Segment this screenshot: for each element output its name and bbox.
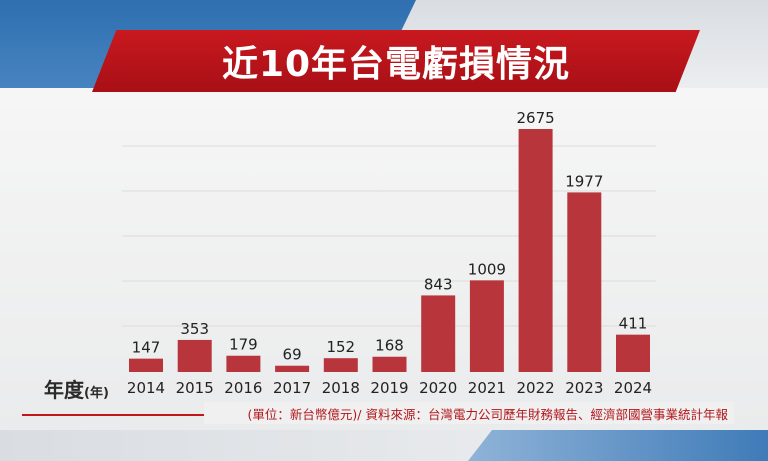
x-tick-2018: 2018: [322, 379, 360, 397]
value-labels: 147 353 179 69 152 168 843 1009 2675 1977 411: [132, 109, 648, 364]
value-label-2014: 147: [132, 339, 161, 357]
source-note: (單位：新台幣億元)/ 資料來源：台灣電力公司歷年財務報告、經濟部國營事業統計年…: [247, 407, 728, 422]
bar-2023: [567, 192, 602, 372]
x-tick-2021: 2021: [468, 379, 506, 397]
value-label-2017: 69: [283, 346, 302, 364]
bar-2021: [469, 280, 504, 372]
x-tick-2024: 2024: [614, 379, 652, 397]
bar-2017: [275, 365, 310, 372]
x-tick-2015: 2015: [176, 379, 214, 397]
chart-title: 近10年台電虧損情況: [221, 44, 571, 85]
value-label-2021: 1009: [468, 260, 506, 278]
bar-2022: [518, 129, 553, 372]
x-tick-2022: 2022: [517, 379, 555, 397]
bar-2015: [177, 339, 212, 372]
value-label-2016: 179: [229, 336, 258, 354]
bar-2016: [226, 355, 261, 372]
bar-2024: [616, 334, 650, 372]
source-background: [204, 402, 734, 424]
bar-2020: [421, 295, 456, 372]
value-label-2022: 2675: [517, 109, 555, 127]
title-banner: [92, 30, 700, 92]
x-tick-2019: 2019: [370, 379, 408, 397]
x-tick-2017: 2017: [273, 379, 311, 397]
value-label-2023: 1977: [565, 172, 603, 190]
x-tick-2023: 2023: [565, 379, 603, 397]
value-label-2018: 152: [326, 338, 355, 356]
x-axis-unit: (年): [84, 386, 109, 401]
x-axis-label: 年度(年): [44, 374, 109, 403]
x-tick-2016: 2016: [224, 379, 262, 397]
gridlines: [122, 145, 656, 327]
value-label-2024: 411: [619, 315, 648, 333]
bar-2014: [129, 358, 163, 372]
x-tick-2020: 2020: [419, 379, 457, 397]
value-label-2020: 843: [424, 275, 453, 293]
bars: [129, 129, 650, 372]
x-tick-2014: 2014: [127, 379, 165, 397]
bar-2019: [372, 356, 407, 372]
bar-2018: [323, 358, 358, 372]
x-axis-prefix: 年度: [44, 378, 84, 402]
x-tick-labels: 2014 2015 2016 2017 2018 2019 2020 2021 2022 2023…: [127, 379, 652, 397]
value-label-2015: 353: [180, 320, 209, 338]
chart-panel: [0, 88, 768, 461]
bottom-strip-accent: [468, 430, 768, 461]
value-label-2019: 168: [375, 337, 404, 355]
